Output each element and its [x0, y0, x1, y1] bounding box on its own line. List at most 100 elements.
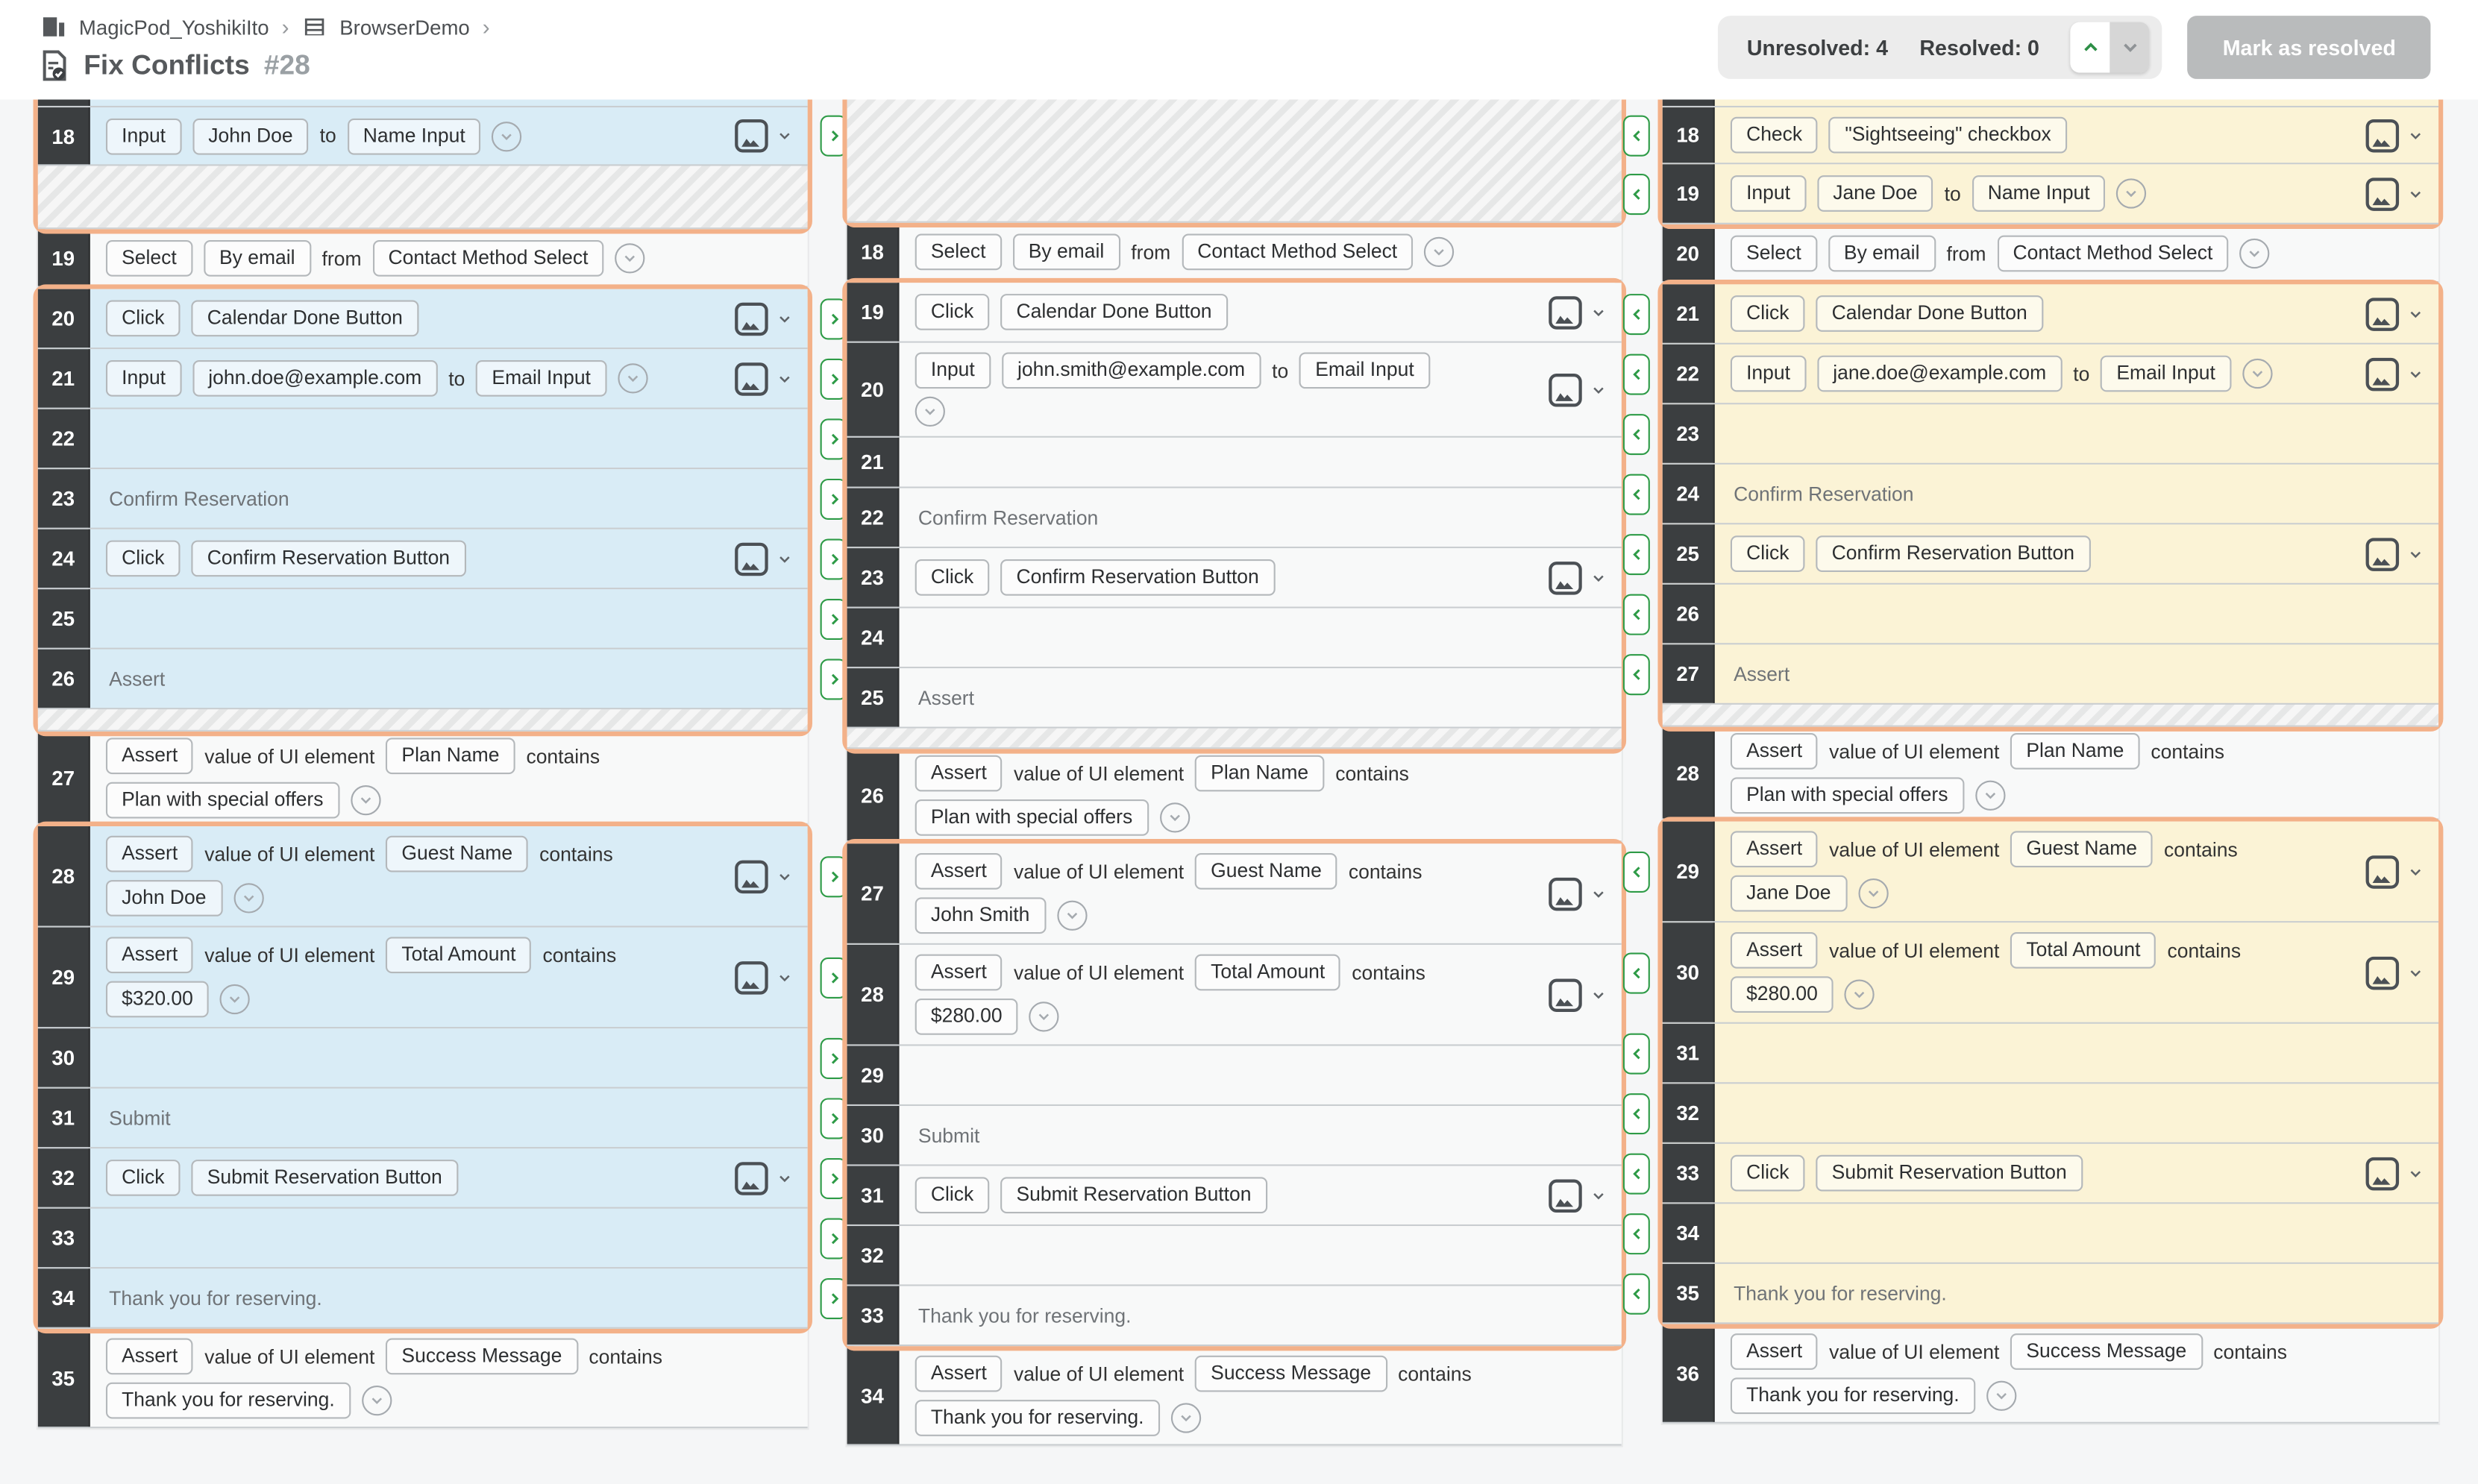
chevron-down-icon: [2410, 371, 2421, 377]
screenshot-button[interactable]: [2365, 855, 2424, 888]
push-left-button[interactable]: [1622, 1032, 1650, 1074]
section-row: 22 Confirm Reservation: [847, 488, 1622, 549]
chevron-right-icon: [830, 673, 838, 685]
step-content: Click Submit Reservation Button: [90, 1148, 808, 1207]
mark-as-resolved-button[interactable]: Mark as resolved: [2188, 16, 2431, 79]
push-left-button[interactable]: [1622, 850, 1650, 892]
chevron-down-icon: [1867, 890, 1878, 897]
step-row: 25 Click Confirm Reservation Button: [1622, 524, 2439, 585]
expand-step-button[interactable]: [1857, 878, 1888, 909]
empty-content: [1715, 585, 2438, 643]
screenshot-button[interactable]: [2365, 955, 2424, 990]
screenshot-button[interactable]: [2365, 356, 2424, 391]
step-chip: Contact Method Select: [1182, 233, 1414, 271]
step-chip: Select: [105, 240, 192, 277]
push-left-button[interactable]: [1622, 1272, 1650, 1314]
step-content: Assert value of UI element Guest Name conta…: [1715, 822, 2438, 921]
expand-step-button[interactable]: [1844, 979, 1875, 1010]
step-text: contains: [2213, 1340, 2287, 1363]
step-chip: By email: [203, 240, 311, 277]
screenshot-button[interactable]: [1549, 372, 1607, 406]
empty-content: [899, 1226, 1621, 1284]
prev-conflict-button[interactable]: [2071, 22, 2111, 73]
expand-step-button[interactable]: [1974, 780, 2005, 811]
table-icon: [301, 14, 327, 40]
section-content: Confirm Reservation: [90, 469, 808, 527]
empty-content: [1715, 99, 2438, 105]
next-conflict-button[interactable]: [2110, 22, 2151, 73]
push-left-button[interactable]: [1622, 413, 1650, 455]
expand-step-button[interactable]: [350, 785, 380, 816]
conflict-group: [842, 99, 1627, 228]
chevron-down-icon: [1593, 1192, 1604, 1199]
chevron-down-icon: [780, 556, 790, 562]
expand-step-button[interactable]: [1056, 900, 1087, 931]
step-row: 33 Click Submit Reservation Button: [1622, 1143, 2439, 1204]
breadcrumb-suite[interactable]: BrowserDemo: [339, 15, 470, 39]
expand-step-button[interactable]: [1029, 1002, 1059, 1032]
screenshot-button[interactable]: [735, 362, 793, 395]
expand-step-button[interactable]: [2242, 358, 2273, 389]
step-chip: Assert: [915, 1355, 1003, 1392]
step-row: 18 Select By email from Contact Method Selec…: [847, 224, 1622, 282]
screenshot-button[interactable]: [1549, 1178, 1607, 1212]
screenshot-button[interactable]: [735, 301, 793, 336]
push-left-button[interactable]: [1622, 172, 1650, 215]
screenshot-button[interactable]: [1549, 876, 1607, 911]
step-chip: Jane Doe: [1817, 175, 1933, 212]
chevron-left-icon: [1632, 548, 1640, 559]
row-number: 18: [1662, 107, 1715, 163]
expand-step-button[interactable]: [1170, 1403, 1201, 1433]
expand-step-button[interactable]: [1159, 802, 1190, 833]
push-left-button[interactable]: [1622, 653, 1650, 695]
conflict-number: #28: [263, 48, 310, 81]
screenshot-button[interactable]: [2365, 177, 2424, 210]
push-left-button[interactable]: [1622, 353, 1650, 394]
screenshot-button[interactable]: [2365, 118, 2424, 152]
row-number: 24: [37, 529, 90, 588]
push-left-button[interactable]: [1622, 1092, 1650, 1134]
push-left-button[interactable]: [1622, 593, 1650, 635]
step-content: Input john.doe@example.com to Email Input: [90, 349, 808, 407]
screenshot-button[interactable]: [2365, 297, 2424, 330]
screenshot-button[interactable]: [2365, 537, 2424, 570]
screenshot-button[interactable]: [735, 119, 793, 153]
push-left-button[interactable]: [1622, 1152, 1650, 1194]
expand-step-button[interactable]: [617, 363, 648, 394]
conflict-group: 21 Click Calendar Done Button 22 Input jane.d…: [1622, 279, 2444, 732]
screenshot-button[interactable]: [1549, 561, 1607, 594]
expand-step-button[interactable]: [219, 984, 251, 1015]
expand-step-button[interactable]: [361, 1386, 392, 1416]
expand-step-button[interactable]: [1986, 1380, 2016, 1411]
expand-step-button[interactable]: [233, 883, 263, 914]
expand-step-button[interactable]: [1424, 236, 1455, 268]
document-check-icon: [40, 49, 69, 82]
expand-step-button[interactable]: [2116, 178, 2147, 209]
push-left-button[interactable]: [1622, 473, 1650, 515]
screenshot-button[interactable]: [735, 859, 793, 893]
empty-row: 26: [1622, 584, 2439, 645]
chevron-down-icon: [1593, 991, 1604, 999]
empty-row: 30: [37, 1028, 847, 1089]
screenshot-button[interactable]: [735, 960, 793, 994]
push-left-button[interactable]: [1622, 293, 1650, 335]
expand-step-button[interactable]: [615, 243, 645, 274]
screenshot-button[interactable]: [1549, 295, 1607, 329]
push-left-button[interactable]: [1622, 1213, 1650, 1254]
screenshot-button[interactable]: [735, 1161, 793, 1195]
step-row: 29 Assert value of UI element Total Amount c…: [37, 927, 847, 1029]
step-chip: Plan with special offers: [1730, 777, 1964, 814]
screenshot-button[interactable]: [735, 541, 793, 576]
breadcrumb-project[interactable]: MagicPod_YoshikiIto: [78, 15, 269, 39]
expand-step-button[interactable]: [492, 121, 522, 151]
push-left-button[interactable]: [1622, 952, 1650, 993]
push-left-button[interactable]: [1622, 114, 1650, 156]
step-text: contains: [526, 744, 600, 767]
step-chip: Input: [105, 360, 182, 397]
push-left-button[interactable]: [1622, 533, 1650, 575]
expand-step-button[interactable]: [915, 396, 945, 427]
screenshot-button[interactable]: [1549, 978, 1607, 1011]
expand-step-button[interactable]: [2239, 238, 2270, 269]
caret-down-icon: [776, 550, 793, 567]
screenshot-button[interactable]: [2365, 1156, 2424, 1190]
